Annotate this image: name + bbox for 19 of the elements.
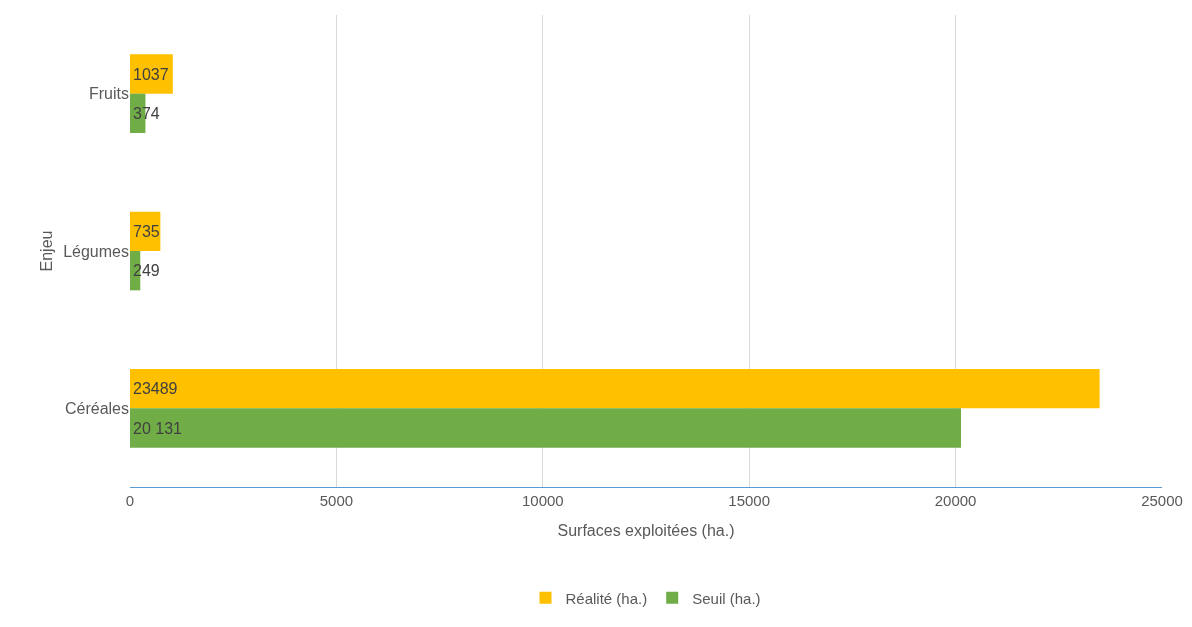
x-tick-label: 15000 bbox=[728, 492, 771, 509]
x-tick-label: 5000 bbox=[319, 492, 354, 509]
bar bbox=[130, 408, 962, 448]
data-label: 735 bbox=[133, 222, 160, 240]
y-axis-title: Enjeu bbox=[38, 230, 56, 272]
legend-label: Réalité (ha.) bbox=[565, 589, 648, 607]
legend-label: Seuil (ha.) bbox=[692, 589, 761, 607]
x-tick-label: 25000 bbox=[1141, 492, 1183, 509]
y-tick-label: Légumes bbox=[63, 242, 129, 260]
x-tick-label: 10000 bbox=[521, 492, 564, 509]
x-tick-label: 20000 bbox=[934, 492, 977, 509]
data-label: 23489 bbox=[133, 380, 178, 398]
y-tick-label: Fruits bbox=[89, 85, 129, 103]
data-label: 1037 bbox=[133, 65, 169, 83]
bar bbox=[130, 369, 1100, 409]
data-label: 20 131 bbox=[133, 419, 183, 437]
x-axis-title: Surfaces exploitées (ha.) bbox=[557, 521, 735, 539]
y-tick-label: Céréales bbox=[64, 399, 129, 417]
x-tick-label: 0 bbox=[125, 492, 135, 509]
